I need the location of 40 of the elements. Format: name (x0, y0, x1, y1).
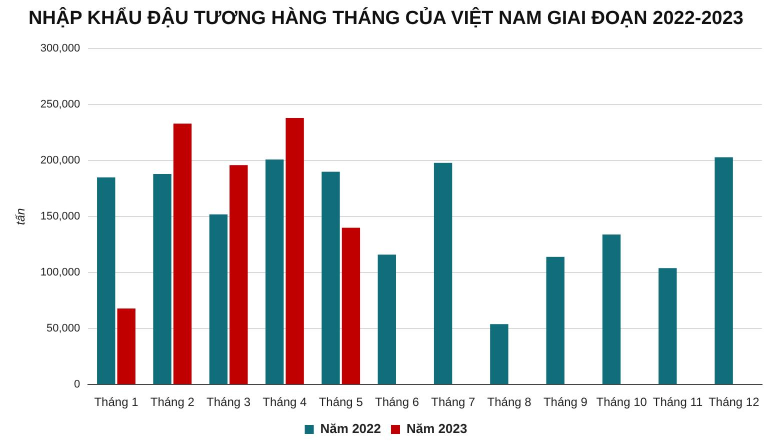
legend-label: Năm 2023 (406, 421, 468, 436)
y-axis-title: tấn (14, 208, 28, 225)
y-tick-label: 150,000 (40, 210, 80, 223)
x-tick-label: Tháng 11 (652, 395, 703, 410)
chart-title: NHẬP KHẨU ĐẬU TƯƠNG HÀNG THÁNG CỦA VIỆT NAM GIAI ĐOẠN 2022-2023 (28, 8, 744, 31)
bar (714, 157, 733, 384)
bar (97, 177, 116, 384)
bar (378, 254, 396, 384)
bar (153, 174, 172, 384)
bar (286, 118, 304, 384)
x-tick-label: Tháng 6 (374, 395, 420, 410)
x-tick-label: Tháng 3 (206, 395, 251, 410)
bar (173, 124, 192, 384)
x-tick-label: Tháng 10 (596, 395, 648, 410)
bar (546, 256, 564, 384)
bar (265, 159, 284, 384)
x-tick-label: Tháng 12 (708, 395, 760, 410)
y-tick-label: 0 (74, 378, 80, 391)
bar (117, 308, 136, 384)
y-tick-label: 100,000 (40, 266, 80, 279)
bar (658, 268, 677, 384)
y-tick-label: 200,000 (40, 154, 80, 167)
x-tick-label: Tháng 4 (262, 395, 308, 410)
x-tick-label: Tháng 1 (94, 395, 139, 410)
x-tick-label: Tháng 8 (487, 395, 532, 410)
y-tick-label: 50,000 (46, 322, 80, 335)
bar (342, 228, 360, 384)
bar (490, 324, 508, 384)
bar (322, 172, 340, 384)
bar (209, 214, 228, 384)
bar (434, 162, 452, 384)
x-tick-label: Tháng 9 (543, 395, 588, 410)
legend-label: Năm 2022 (320, 421, 382, 436)
bar (602, 234, 621, 384)
y-tick-label: 300,000 (40, 42, 80, 55)
y-tick-label: 250,000 (40, 98, 80, 111)
bar (230, 165, 248, 384)
x-tick-label: Tháng 2 (150, 395, 195, 410)
x-tick-label: Tháng 7 (431, 395, 476, 410)
x-tick-label: Tháng 5 (318, 395, 364, 410)
